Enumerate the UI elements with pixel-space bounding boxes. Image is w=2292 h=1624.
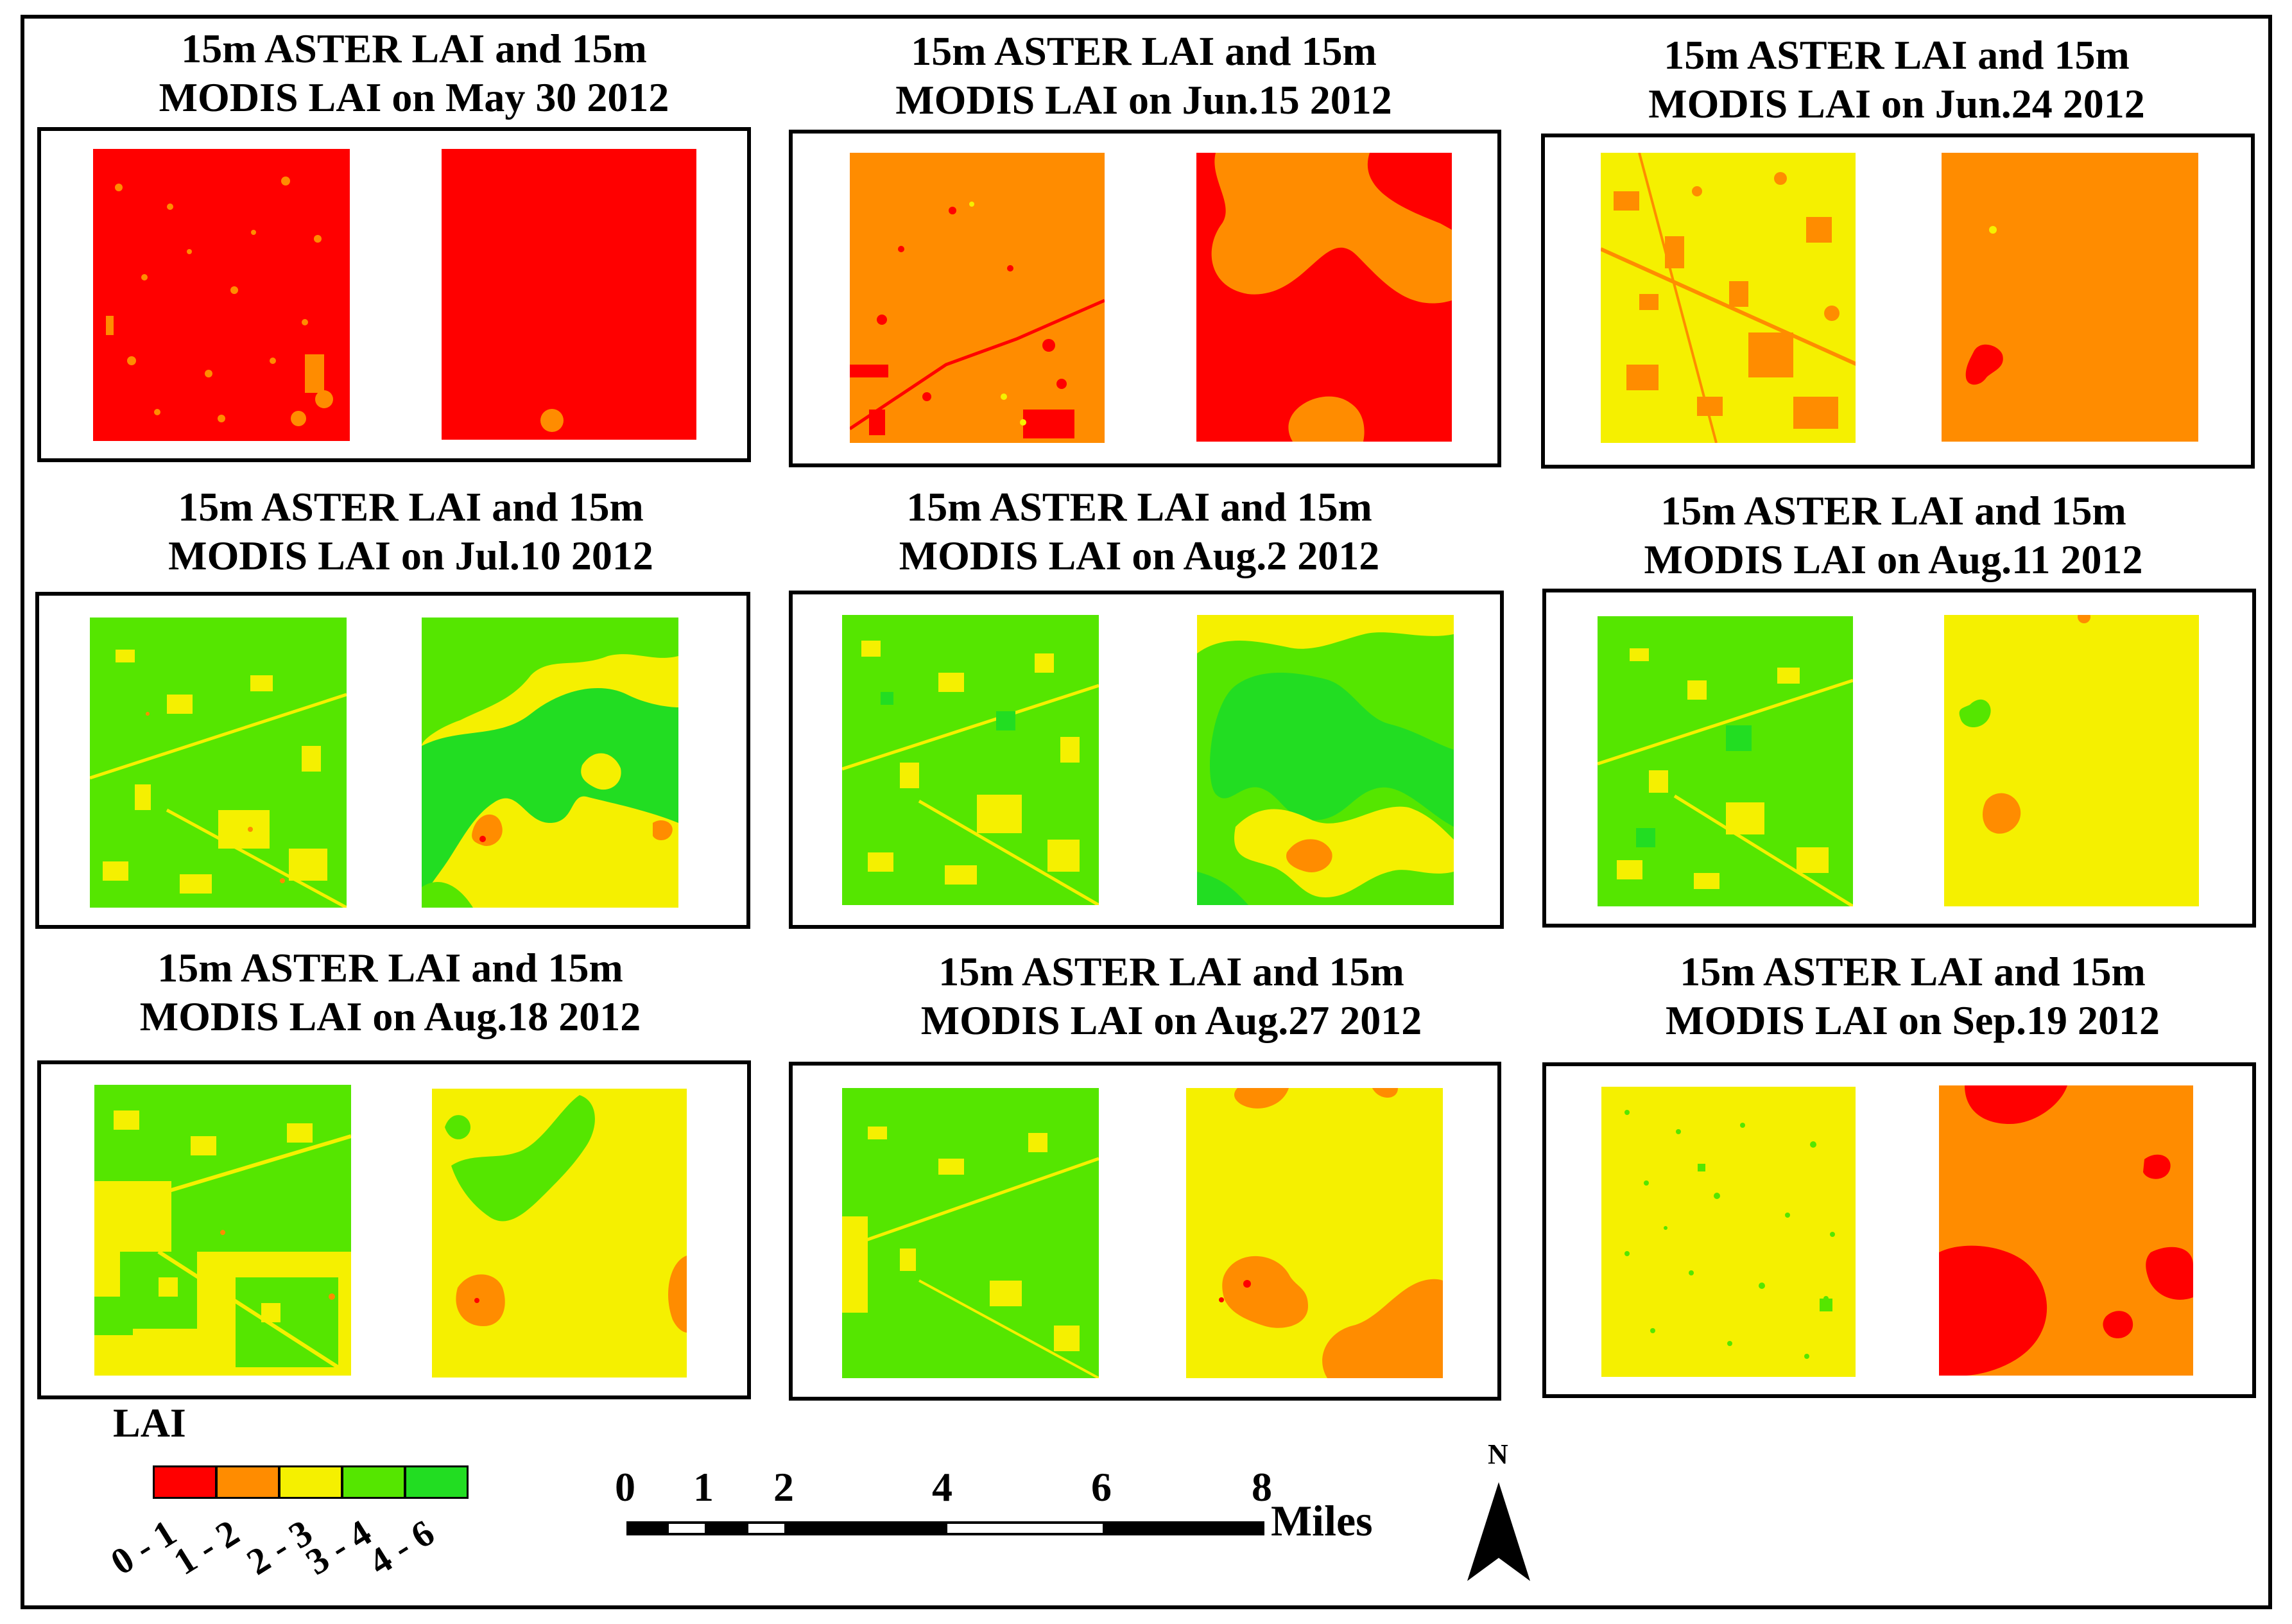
figure-frame	[21, 15, 2272, 1609]
aster-lai-map-jul10	[90, 618, 347, 908]
aster-lai-map-jun24	[1601, 153, 1856, 443]
legend-swatch	[341, 1465, 406, 1499]
panel-title: 15m ASTER LAI and 15m MODIS LAI on Jun.15…	[895, 28, 1392, 123]
modis-lai-map-aug27	[1186, 1088, 1443, 1378]
legend-swatch	[404, 1465, 469, 1499]
modis-lai-map-jun15	[1196, 153, 1452, 442]
scale-segment	[746, 1521, 787, 1535]
aster-lai-map-aug27	[842, 1088, 1099, 1378]
legend-swatch	[216, 1465, 280, 1499]
legend-swatch	[153, 1465, 217, 1499]
panel-title: 15m ASTER LAI and 15m MODIS LAI on Jul.10…	[168, 484, 653, 578]
scale-segment	[786, 1521, 946, 1535]
modis-lai-map-may30	[442, 149, 696, 440]
legend-title: LAI	[113, 1400, 186, 1446]
scale-label: 8	[1252, 1464, 1272, 1510]
scale-label: 0	[615, 1464, 635, 1510]
modis-lai-map-jun24	[1942, 153, 2198, 442]
scale-segment	[666, 1521, 707, 1535]
panel-title: 15m ASTER LAI and 15m MODIS LAI on Aug.18…	[139, 945, 641, 1039]
scale-segment	[626, 1521, 668, 1535]
modis-lai-map-jul10	[422, 618, 678, 908]
aster-lai-map-jun15	[850, 153, 1105, 443]
aster-lai-map-aug11	[1598, 616, 1853, 906]
aster-lai-map-may30	[93, 149, 350, 441]
scale-segment	[945, 1521, 1105, 1535]
scale-unit: Miles	[1271, 1496, 1373, 1545]
north-label: N	[1488, 1438, 1508, 1470]
scale-label: 4	[932, 1464, 952, 1510]
panel-title: 15m ASTER LAI and 15m MODIS LAI on Aug.27…	[920, 949, 1422, 1043]
modis-lai-map-aug2	[1197, 615, 1454, 905]
aster-lai-map-aug18	[94, 1085, 351, 1376]
panel-title: 15m ASTER LAI and 15m MODIS LAI on Jun.24…	[1648, 32, 2145, 126]
scale-label: 2	[773, 1464, 794, 1510]
modis-lai-map-aug18	[432, 1089, 687, 1378]
scale-label: 6	[1091, 1464, 1112, 1510]
scale-segment	[706, 1521, 747, 1535]
modis-lai-map-sep19	[1939, 1085, 2193, 1376]
scale-label: 1	[693, 1464, 714, 1510]
north-arrow-icon	[1467, 1482, 1530, 1581]
panel-title: 15m ASTER LAI and 15m MODIS LAI on Sep.19…	[1666, 949, 2160, 1043]
aster-lai-map-aug2	[842, 615, 1099, 905]
panel-title: 15m ASTER LAI and 15m MODIS LAI on Aug.11…	[1644, 488, 2143, 582]
aster-lai-map-sep19	[1601, 1087, 1856, 1377]
panel-title: 15m ASTER LAI and 15m MODIS LAI on May 30…	[159, 26, 669, 120]
scale-segment	[1104, 1521, 1264, 1535]
legend-swatch	[279, 1465, 343, 1499]
modis-lai-map-aug11	[1944, 615, 2199, 906]
panel-title: 15m ASTER LAI and 15m MODIS LAI on Aug.2 …	[899, 484, 1380, 578]
